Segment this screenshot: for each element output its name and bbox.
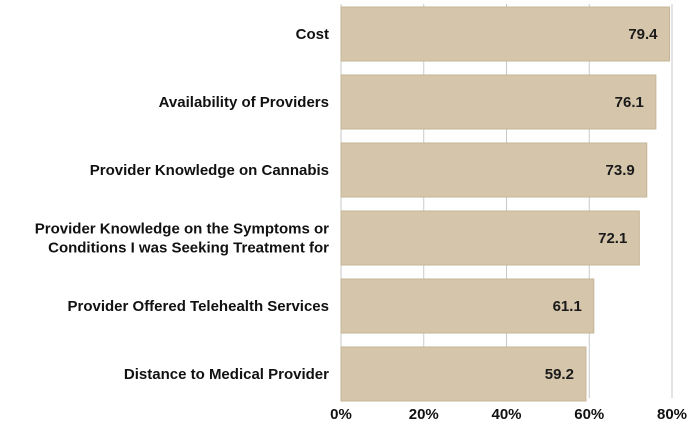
bar-1 [340, 6, 671, 62]
bar-value-label: 73.9 [606, 162, 635, 179]
category-label-line: Provider Knowledge on Cannabis [90, 162, 329, 179]
x-tick-label: 80% [657, 406, 687, 423]
bar-6 [340, 346, 587, 402]
category-label-line: Distance to Medical Provider [124, 366, 329, 383]
category-label-line: Cost [296, 26, 329, 43]
x-tick-label: 60% [574, 406, 604, 423]
x-axis-ticks: 0% 20% 40% 60% 80% [330, 406, 687, 423]
category-label-line: Provider Knowledge on the Symptoms or [35, 221, 329, 238]
bar-value-label: 59.2 [545, 366, 574, 383]
category-label: Availability of Providers [159, 94, 329, 111]
category-label-line: Provider Offered Telehealth Services [68, 298, 330, 315]
bar-5 [340, 278, 595, 334]
category-label: Provider Knowledge on Cannabis [90, 162, 329, 179]
bar-value-label: 72.1 [598, 230, 627, 247]
x-tick-label: 20% [409, 406, 439, 423]
category-labels: Cost Availability of Providers Provider Kn… [35, 26, 329, 383]
x-tick-label: 40% [491, 406, 521, 423]
category-label-line: Conditions I was Seeking Treatment for [48, 240, 329, 257]
bar-3 [340, 142, 648, 198]
bar-4 [340, 210, 640, 266]
bar-value-label: 76.1 [615, 94, 644, 111]
x-tick-label: 0% [330, 406, 352, 423]
category-label: Provider Knowledge on the Symptoms or Con… [35, 221, 329, 257]
bars: 79.4 76.1 73.9 72.1 61.1 59.2 [340, 6, 671, 402]
bar-2 [340, 74, 657, 130]
category-label: Cost [296, 26, 329, 43]
category-label-line: Availability of Providers [159, 94, 329, 111]
bar-value-label: 79.4 [628, 26, 658, 43]
category-label: Distance to Medical Provider [124, 366, 329, 383]
bar-value-label: 61.1 [553, 298, 582, 315]
gridlines [340, 4, 673, 398]
category-label: Provider Offered Telehealth Services [68, 298, 330, 315]
